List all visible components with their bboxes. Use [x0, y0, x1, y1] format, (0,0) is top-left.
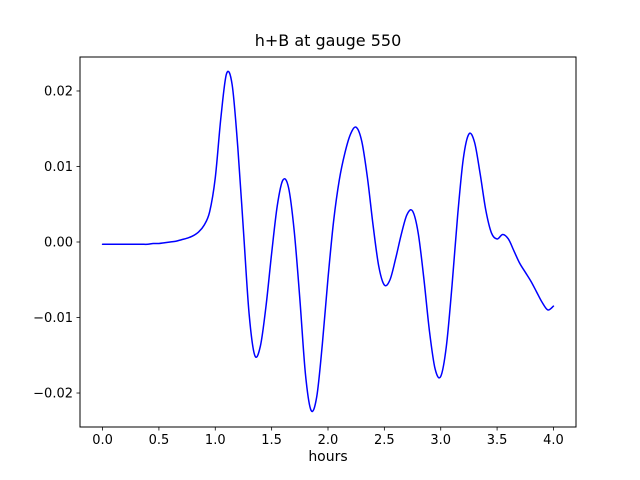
- y-tick-label: 0.01: [44, 160, 73, 175]
- axes-frame: [79, 56, 577, 428]
- x-tick-label: 0.5: [149, 433, 170, 448]
- data-line: [101, 70, 555, 413]
- x-tick-label: 1.0: [205, 433, 226, 448]
- x-tick-label: 4.0: [543, 433, 564, 448]
- y-tick-label: 0.00: [44, 236, 73, 251]
- chart-generated: 0.0 0.5 1.0 1.5 2.0 2.5 3.0 3.5 4.0 −0.02 −0.01 0.0…: [33, 56, 577, 448]
- chart-title: h+B at gauge 550: [255, 31, 402, 50]
- x-tick-label: 0.0: [92, 433, 113, 448]
- x-tick-label: 3.0: [430, 433, 451, 448]
- y-tick-label: −0.01: [33, 311, 73, 326]
- y-tick-label: 0.02: [44, 84, 73, 99]
- y-tick-label: −0.02: [33, 387, 73, 402]
- x-tick-label: 2.0: [318, 433, 339, 448]
- x-tick-label: 2.5: [374, 433, 395, 448]
- x-tick-label: 3.5: [487, 433, 508, 448]
- x-axis-label: hours: [308, 449, 347, 465]
- x-tick-label: 1.5: [261, 433, 282, 448]
